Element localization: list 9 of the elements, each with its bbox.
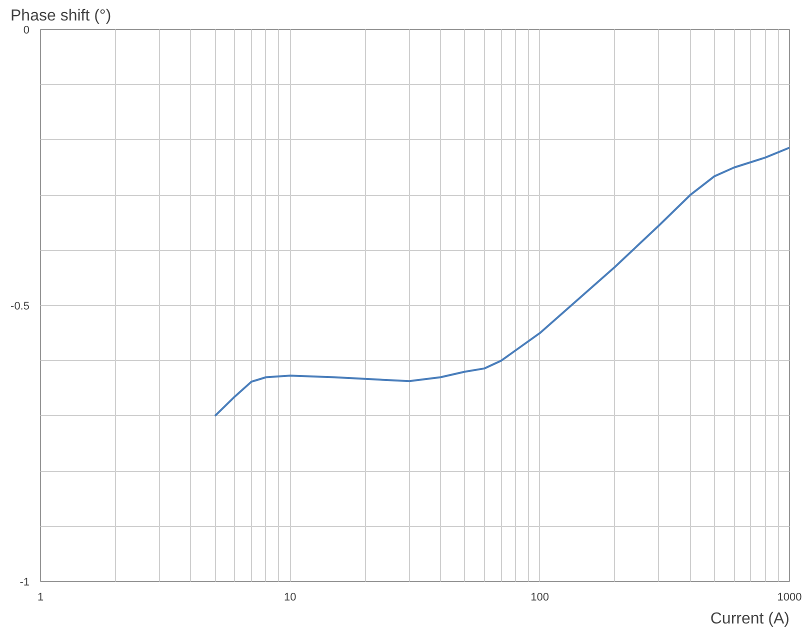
x-tick-label: 1000	[777, 592, 802, 604]
y-tick-label: 0	[23, 24, 30, 36]
x-tick-label: 100	[530, 592, 550, 604]
y-tick-label: -0.5	[10, 300, 30, 312]
x-axis-title: Current (A)	[710, 610, 790, 628]
y-tick-label: -1	[20, 576, 30, 588]
y-axis-title: Phase shift (°)	[10, 8, 112, 24]
x-tick-label: 1	[37, 592, 44, 604]
x-tick-label: 10	[284, 592, 296, 604]
